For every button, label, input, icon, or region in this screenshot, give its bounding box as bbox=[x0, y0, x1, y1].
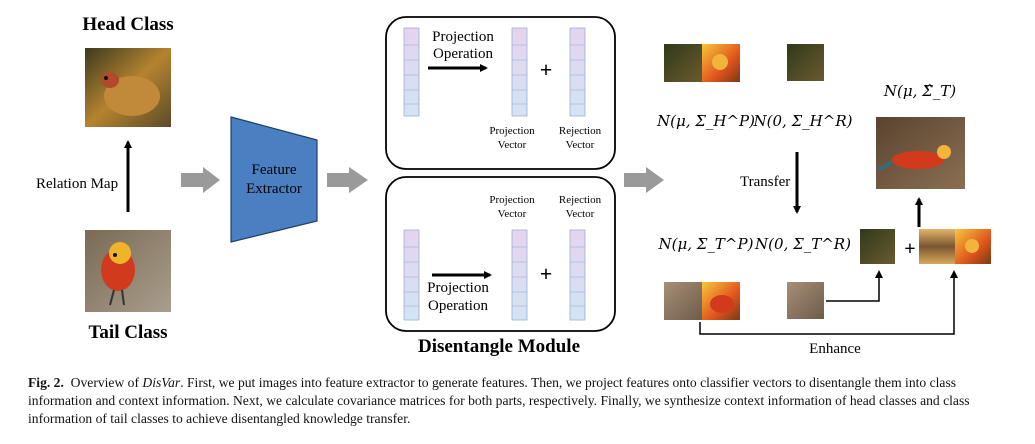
math-head-projection-distribution: N(μ, Σ_H^P) bbox=[656, 112, 755, 130]
feature-extractor-block bbox=[230, 116, 318, 243]
caption-text-after: . First, we put images into feature extr… bbox=[28, 375, 970, 426]
projection-vector-bottom bbox=[511, 229, 528, 321]
projection-operation-label-bottom-line2: Operation bbox=[428, 298, 488, 314]
plus-symbol-bottom: + bbox=[540, 261, 553, 286]
rejection-vector-top bbox=[569, 27, 586, 117]
projection-vector-label-bottom-line1: Projection bbox=[489, 194, 535, 206]
rejection-vector-bottom bbox=[569, 229, 586, 321]
context-to-synthesis-arrow bbox=[826, 270, 883, 302]
figure-caption: Fig. 2. Overview of DisVar. First, we pu… bbox=[28, 374, 1018, 428]
tail-class-title: Tail Class bbox=[88, 322, 167, 343]
plus-symbol-top: + bbox=[540, 57, 553, 82]
projection-vector-label-top-line1: Projection bbox=[489, 125, 535, 137]
head-class-title: Head Class bbox=[82, 14, 173, 35]
feature-vector-bottom bbox=[403, 229, 420, 321]
feature-vector-top bbox=[403, 27, 420, 117]
caption-text-before: Overview of bbox=[70, 375, 143, 390]
enhance-arrow bbox=[699, 270, 958, 335]
enhanced-sample-image bbox=[876, 117, 965, 189]
rejection-vector-label-bottom-line1: Rejection bbox=[559, 194, 602, 206]
math-enhanced-distribution: N(μ, Σ̂_T) bbox=[883, 82, 956, 100]
flow-arrow-to-module bbox=[327, 167, 368, 193]
feature-extractor-label-line2: Extractor bbox=[246, 181, 302, 197]
overview-diagram: Head Class Relation Map Tail Class Featu… bbox=[36, 14, 991, 357]
rejection-vector-label-top-line2: Vector bbox=[566, 139, 595, 151]
projection-operation-label-bottom-line1: Projection bbox=[427, 280, 489, 296]
projection-operation-label-top-line1: Projection bbox=[432, 29, 494, 45]
disentangle-box-top bbox=[385, 16, 616, 170]
caption-label: Fig. 2. bbox=[28, 375, 64, 390]
tail-class-image bbox=[85, 230, 171, 312]
caption-method-name: DisVar bbox=[142, 375, 181, 390]
flow-arrow-to-extractor bbox=[181, 167, 220, 193]
head-rejection-image bbox=[787, 44, 824, 81]
disentangle-module-title: Disentangle Module bbox=[418, 336, 580, 357]
class-info-image bbox=[919, 229, 991, 264]
enhance-label: Enhance bbox=[809, 341, 861, 357]
tail-rejection-image bbox=[787, 282, 824, 319]
transfer-label: Transfer bbox=[740, 174, 790, 190]
projection-operation-label-top-line2: Operation bbox=[433, 46, 493, 62]
feature-extractor-label-line1: Feature bbox=[252, 162, 297, 178]
rejection-vector-label-bottom-line2: Vector bbox=[566, 208, 595, 220]
head-class-image bbox=[85, 48, 171, 127]
math-head-rejection-distribution: N(0, Σ_H^R) bbox=[753, 112, 853, 130]
flow-arrow-to-covariance bbox=[624, 167, 664, 193]
projection-vector-label-top-line2: Vector bbox=[498, 139, 527, 151]
rejection-vector-label-top-line1: Rejection bbox=[559, 125, 602, 137]
relation-map-label: Relation Map bbox=[36, 176, 118, 192]
projection-vector-top bbox=[511, 27, 528, 117]
plus-symbol-synthesis: + bbox=[904, 238, 915, 260]
tail-projection-image bbox=[664, 282, 740, 320]
disentangle-box-bottom bbox=[385, 176, 616, 332]
math-tail-rejection-distribution: N(0, Σ_T^R) bbox=[754, 235, 851, 253]
head-projection-image bbox=[664, 44, 740, 82]
projection-vector-label-bottom-line2: Vector bbox=[498, 208, 527, 220]
math-tail-projection-distribution: N(μ, Σ_T^P) bbox=[658, 235, 754, 253]
context-info-image bbox=[860, 229, 895, 264]
